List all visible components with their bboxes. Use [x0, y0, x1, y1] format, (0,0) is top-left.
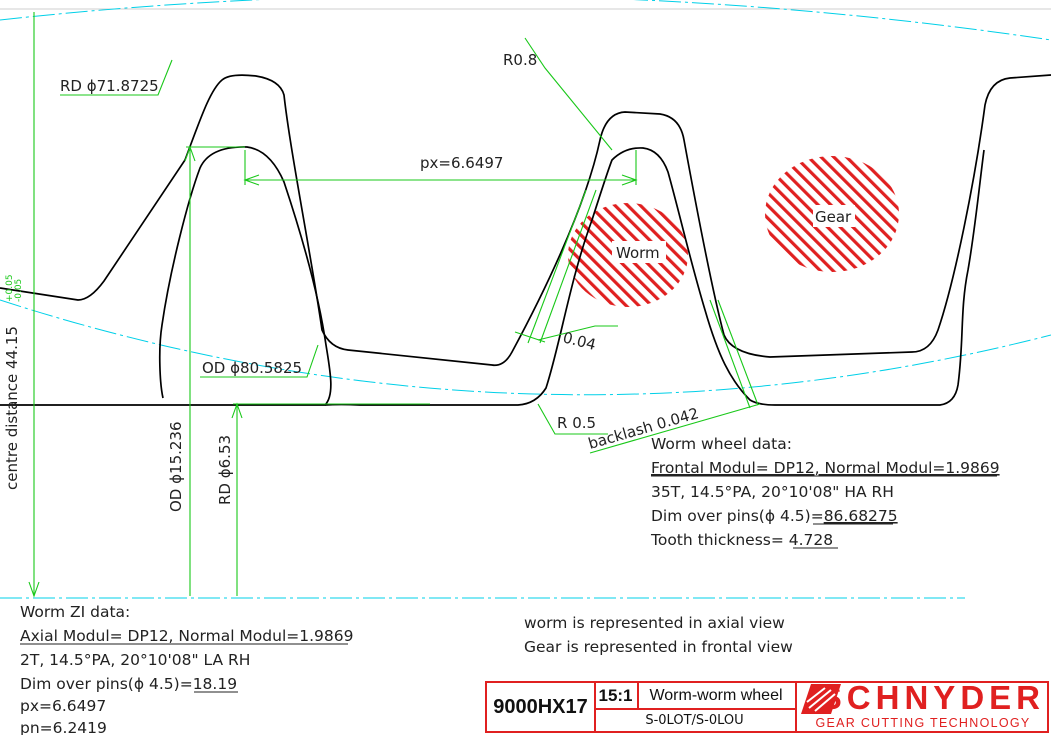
tolerance-upper: +0.05 [5, 274, 15, 302]
gear-hatch-label: Gear [815, 208, 852, 226]
worm-thread-right [324, 147, 985, 406]
gear-hatch-gap [813, 205, 855, 227]
view-note-gear: Gear is represented in frontal view [524, 638, 793, 656]
root-radius-label: R 0.5 [557, 414, 596, 432]
worm-zi-data: Worm ZI data: Axial Modul= DP12, Normal … [20, 603, 353, 735]
wheel-teeth-line: 35T, 14.5°PA, 20°10'08" HA RH [651, 483, 894, 501]
centre-distance-label: centre distance 44.15 [3, 326, 21, 490]
worm-thread-left [0, 146, 332, 406]
scale-value: 15:1 [594, 683, 639, 710]
gear-logo-icon [801, 684, 841, 714]
clearance-label: 0.04 [561, 328, 598, 354]
outer-circle-arc [0, 299, 1051, 396]
wheel-pins-line: Dim over pins(ϕ 4.5)=86.68275 [651, 507, 898, 525]
worm-px-line: px=6.6497 [20, 697, 106, 715]
brand-tagline: GEAR CUTTING TECHNOLOGY [815, 715, 1031, 730]
rd-worm-label: RD ϕ6.53 [216, 435, 234, 505]
drawing-number: 9000HX17 [487, 683, 596, 731]
wheel-thickness-line: Tooth thickness= 4.728 [650, 531, 833, 549]
worm-pins-line: Dim over pins(ϕ 4.5)=18.19 [20, 675, 237, 693]
worm-hatch-label: Worm [616, 244, 660, 262]
wheel-modul-line: Frontal Modul= DP12, Normal Modul=1.9869 [651, 459, 1000, 477]
worm-modul-line: Axial Modul= DP12, Normal Modul=1.9869 [20, 627, 353, 645]
part-number: S-0LOT/S-0LOU [594, 710, 797, 731]
od-worm-label: OD ϕ15.236 [167, 421, 185, 512]
od-gear-label: OD ϕ80.5825 [202, 359, 302, 377]
px-axial-label: px=6.6497 [420, 154, 503, 172]
rd-top-label: RD ϕ71.8725 [60, 77, 159, 95]
worm-pn-line: pn=6.2419 [20, 719, 107, 735]
drawing-title: Worm-worm wheel [637, 683, 797, 710]
brand-logo: SCHNYDER [797, 679, 1049, 716]
reference-centerlines [0, 0, 1051, 599]
tip-radius-label: R0.8 [503, 51, 537, 69]
worm-hatch-gap [612, 241, 666, 263]
dimension-lines [28, 12, 761, 598]
worm-teeth-line: 2T, 14.5°PA, 20°10'08" LA RH [20, 651, 250, 669]
brand-name: SCHNYDER [819, 679, 1045, 716]
tolerance-lower: -0.05 [14, 279, 24, 302]
view-note-worm: worm is represented in axial view [524, 614, 785, 632]
worm-wheel-data: Worm wheel data: Frontal Modul= DP12, No… [650, 435, 1000, 549]
root-circle-arc [0, 0, 1051, 41]
title-block: 9000HX17 15:1 Worm-worm wheel S-0LOT/S-0… [485, 679, 1049, 733]
wheel-data-title: Worm wheel data: [651, 435, 792, 453]
worm-data-title: Worm ZI data: [20, 603, 130, 621]
